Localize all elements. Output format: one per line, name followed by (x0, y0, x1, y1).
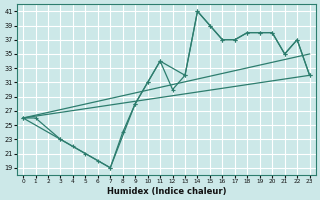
X-axis label: Humidex (Indice chaleur): Humidex (Indice chaleur) (107, 187, 226, 196)
